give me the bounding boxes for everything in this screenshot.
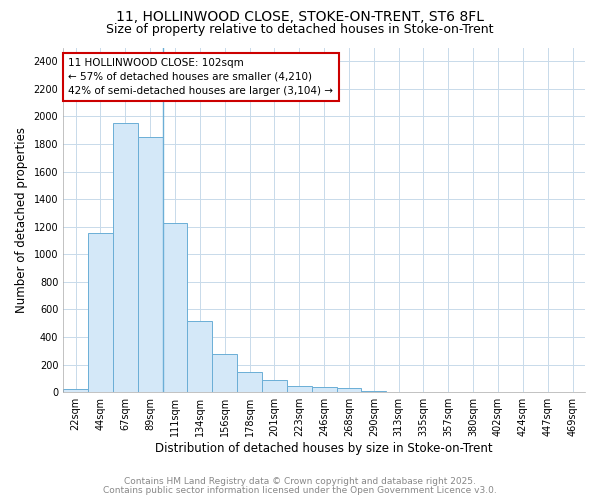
Text: 11 HOLLINWOOD CLOSE: 102sqm
← 57% of detached houses are smaller (4,210)
42% of : 11 HOLLINWOOD CLOSE: 102sqm ← 57% of det…: [68, 58, 334, 96]
Bar: [311, 388, 337, 392]
Bar: [287, 386, 311, 392]
Bar: [262, 380, 287, 392]
Text: Contains public sector information licensed under the Open Government Licence v3: Contains public sector information licen…: [103, 486, 497, 495]
Text: 11, HOLLINWOOD CLOSE, STOKE-ON-TRENT, ST6 8FL: 11, HOLLINWOOD CLOSE, STOKE-ON-TRENT, ST…: [116, 10, 484, 24]
Bar: [63, 389, 88, 392]
Bar: [163, 222, 187, 392]
Y-axis label: Number of detached properties: Number of detached properties: [15, 127, 28, 313]
Bar: [237, 372, 262, 392]
Text: Size of property relative to detached houses in Stoke-on-Trent: Size of property relative to detached ho…: [106, 22, 494, 36]
Bar: [113, 124, 138, 392]
Bar: [187, 320, 212, 392]
Bar: [88, 233, 113, 392]
Bar: [337, 388, 361, 392]
Bar: [361, 390, 386, 392]
Bar: [138, 137, 163, 392]
Text: Contains HM Land Registry data © Crown copyright and database right 2025.: Contains HM Land Registry data © Crown c…: [124, 477, 476, 486]
X-axis label: Distribution of detached houses by size in Stoke-on-Trent: Distribution of detached houses by size …: [155, 442, 493, 455]
Bar: [212, 354, 237, 392]
